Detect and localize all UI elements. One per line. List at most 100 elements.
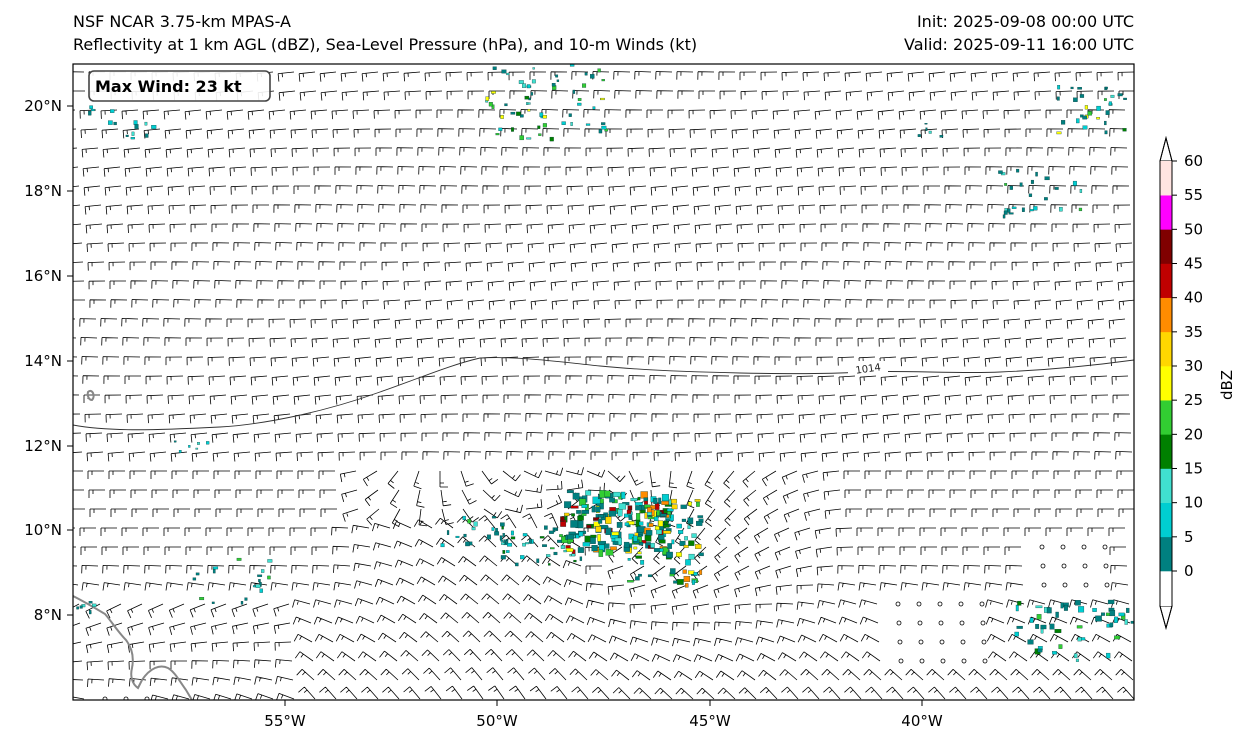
echo-cell	[1003, 210, 1008, 215]
coastline	[73, 595, 193, 700]
echo-cell	[244, 597, 248, 601]
calm-marker	[958, 601, 964, 607]
echo-cell	[601, 122, 606, 125]
echo-cell	[546, 554, 551, 558]
echo-cell	[1030, 179, 1034, 184]
echo-cell	[197, 442, 200, 445]
echo-cell	[259, 588, 263, 593]
echo-cell	[653, 516, 659, 522]
echo-cell	[571, 553, 576, 557]
echo-cell	[599, 498, 604, 504]
echo-cell	[653, 498, 658, 505]
echo-cell	[565, 535, 568, 540]
calm-marker	[897, 639, 903, 645]
wind-barbs	[73, 71, 1134, 700]
echo-cell	[1014, 631, 1019, 637]
echo-cell	[592, 106, 596, 110]
echo-cell	[577, 547, 584, 553]
echo-cell	[555, 74, 559, 78]
echo-cell	[664, 520, 669, 525]
echo-cell	[609, 507, 616, 512]
echo-cell	[561, 121, 566, 125]
echo-cell	[591, 545, 598, 552]
echo-cell	[687, 525, 691, 529]
echo-cell	[575, 534, 580, 539]
echo-cell	[267, 575, 271, 580]
echo-cell	[539, 112, 544, 117]
echo-cell	[610, 546, 617, 551]
echo-cell	[671, 498, 677, 504]
calm-marker	[938, 620, 944, 626]
fields-subtitle: Reflectivity at 1 km AGL (dBZ), Sea-Leve…	[73, 35, 698, 54]
echo-cell	[1108, 101, 1112, 106]
echo-cell	[569, 554, 572, 557]
echo-cell	[668, 499, 672, 506]
echo-cell	[654, 525, 660, 531]
echo-cell	[676, 523, 682, 529]
lon-axis: 55°W 50°W 45°W 40°W	[264, 700, 943, 730]
echo-cell	[1063, 604, 1068, 611]
echo-cell	[556, 79, 560, 82]
colorbar-tick: 35	[1184, 323, 1203, 341]
valid-time: Valid: 2025-09-11 16:00 UTC	[903, 35, 1134, 54]
echo-cell	[598, 514, 604, 518]
echo-cell	[665, 518, 670, 522]
colorbar-tick: 50	[1184, 220, 1203, 238]
echo-cell	[1008, 212, 1014, 215]
colorbar-tick: 55	[1184, 186, 1203, 204]
echo-cell	[600, 97, 605, 101]
echo-cell	[542, 115, 547, 119]
echo-cell	[590, 537, 596, 544]
calm-marker	[939, 639, 945, 645]
echo-cell	[494, 531, 500, 536]
echo-cell	[679, 540, 686, 546]
echo-cell	[683, 544, 689, 548]
echo-cell	[582, 542, 591, 547]
echo-cell	[1126, 607, 1130, 613]
echo-cell	[691, 579, 695, 585]
colorbar-tick: 30	[1184, 357, 1203, 375]
echo-cell	[89, 610, 92, 615]
calm-marker	[980, 620, 986, 626]
echo-cell	[570, 520, 579, 528]
echo-cell	[495, 528, 498, 532]
echo-cell	[1104, 120, 1107, 126]
lon-tick: 45°W	[689, 712, 731, 730]
colorbar-bin	[1160, 536, 1172, 572]
echo-cell	[560, 516, 565, 522]
echo-cell	[1114, 616, 1118, 623]
echo-cell	[598, 544, 605, 551]
echo-cell	[1105, 110, 1110, 115]
echo-cell	[605, 549, 614, 556]
echo-cell	[491, 516, 497, 519]
colorbar-tick: 25	[1184, 391, 1203, 409]
calm-marker	[1061, 563, 1067, 569]
echo-cell	[650, 542, 655, 548]
echo-cell	[1029, 617, 1034, 623]
echo-cell	[695, 544, 702, 549]
colorbar: 0 5 10 15 20 25 30 35 40 45 50 55 60 dBZ	[1159, 136, 1236, 630]
echo-cell	[1122, 128, 1127, 132]
echo-cell	[618, 503, 627, 510]
echo-cell	[661, 494, 669, 502]
echo-cell	[917, 134, 921, 137]
echo-cell	[1028, 193, 1033, 197]
echo-cell	[469, 541, 473, 546]
colorbar-lower-arrow	[1159, 605, 1173, 630]
echo-cell	[504, 103, 508, 107]
echo-cell	[212, 566, 219, 570]
colorbar-tick: 5	[1184, 528, 1194, 546]
echo-cell	[640, 560, 645, 565]
colorbar-tick: 45	[1184, 255, 1203, 273]
echo-cell	[1078, 207, 1083, 212]
calm-marker	[144, 696, 150, 700]
echo-cell	[1106, 652, 1111, 659]
calm-marker	[960, 639, 966, 645]
echo-cell	[577, 98, 582, 101]
echo-cell	[539, 536, 545, 539]
echo-cell	[646, 511, 652, 516]
colorbar-bin	[1160, 297, 1172, 333]
calm-marker	[981, 639, 987, 645]
echo-cell	[89, 105, 93, 109]
